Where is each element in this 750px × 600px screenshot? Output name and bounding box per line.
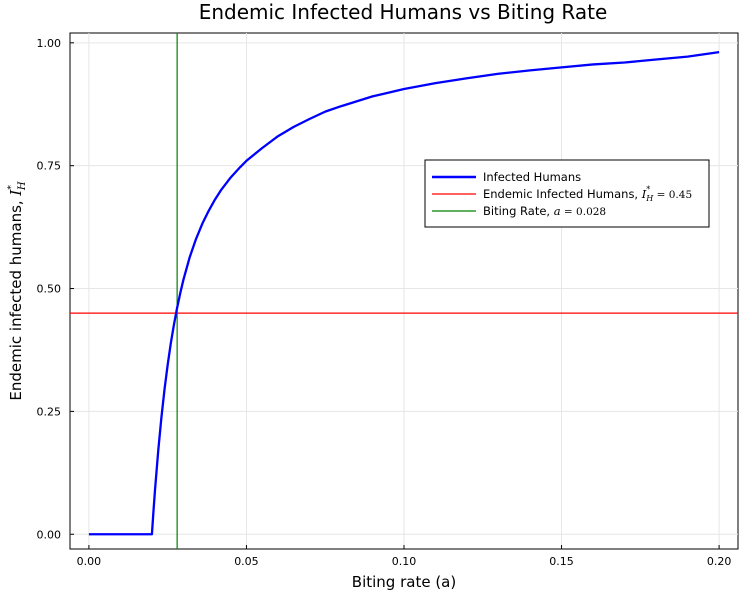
y-axis-title: Endemic infected humans, I*H [7,181,28,400]
y-tick-label: 0.50 [37,283,62,296]
x-tick-label: 0.05 [234,555,259,568]
legend-endemic-sub: H [645,194,654,203]
x-ticks: 0.00 0.05 0.10 0.15 0.20 [77,545,732,568]
legend: Infected Humans Endemic Infected Humans,… [424,159,710,228]
x-tick-label: 0.10 [392,555,417,568]
y-axis-title-sub: H [17,181,28,191]
legend-biting-math: a [554,204,561,218]
legend-label-biting-rate: Biting Rate, a = 0.028 [483,204,606,218]
x-tick-label: 0.15 [549,555,574,568]
legend-biting-rest: = 0.028 [561,206,607,218]
y-axis-title-sup: * [7,185,17,190]
legend-endemic-text: Endemic Infected Humans, [483,187,642,201]
legend-label-endemic-line: Endemic Infected Humans, I* H = 0.45 [483,185,692,203]
x-tick-label: 0.20 [707,555,732,568]
y-ticks: 0.00 0.25 0.50 0.75 1.00 [37,37,74,541]
y-axis-title-text: Endemic infected humans, [7,196,25,401]
x-tick-label: 0.00 [77,555,102,568]
x-axis-title: Biting rate (a) [352,573,456,591]
series-layer [70,33,738,549]
y-axis-title-math: I [7,189,25,197]
plot-area: 0.00 0.05 0.10 0.15 0.20 0.00 0.25 0.50 0.75 1.0… [37,32,739,568]
legend-endemic-math: I [641,187,647,201]
y-tick-label: 0.00 [37,528,62,541]
y-tick-label: 0.25 [37,405,62,418]
y-tick-label: 1.00 [37,37,62,50]
infected-humans-line [88,51,720,536]
y-axis-title-group: Endemic infected humans, I*H [7,181,28,400]
chart-title: Endemic Infected Humans vs Biting Rate [199,0,608,24]
legend-biting-text: Biting Rate, [483,204,554,218]
grid-x [88,33,720,549]
legend-endemic-sup: * [646,185,650,194]
y-tick-label: 0.75 [37,160,62,173]
legend-label-infected-humans: Infected Humans [483,170,581,184]
legend-endemic-rest: = 0.45 [653,189,692,201]
